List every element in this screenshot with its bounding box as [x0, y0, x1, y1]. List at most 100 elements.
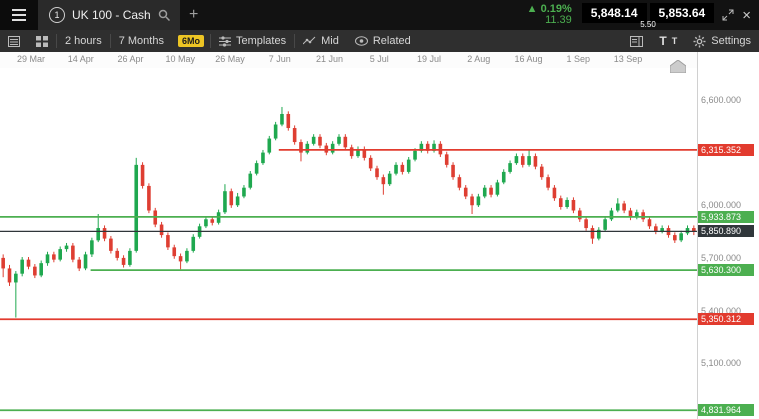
hamburger-icon [12, 9, 26, 21]
buy-button[interactable]: 5,853.64 [649, 3, 715, 23]
candle-body [204, 219, 208, 227]
window-controls: × [722, 8, 751, 23]
candle-body [514, 156, 519, 164]
candle-body [267, 138, 272, 153]
search-icon[interactable] [158, 9, 170, 21]
range-badge[interactable]: 6Mo [177, 35, 204, 47]
toolbar-divider [56, 34, 57, 48]
date-label: 1 Sep [566, 54, 591, 64]
candle-body [527, 156, 531, 165]
chart-toolbar: 2 hours 7 Months 6Mo Templates Mid Relat… [0, 30, 759, 52]
candle-body [229, 191, 234, 206]
candle-body [311, 136, 316, 144]
candle-body [533, 156, 538, 167]
candle-body [172, 247, 177, 257]
date-label: 16 Aug [514, 54, 543, 64]
up-arrow-icon: ▲ [526, 3, 538, 15]
candle-body [52, 254, 56, 260]
candle-body [584, 219, 588, 229]
instrument-title: UK 100 - Cash [72, 8, 151, 22]
candle-body [451, 164, 455, 178]
candle-body [39, 263, 43, 276]
related-button[interactable]: Related [347, 30, 419, 52]
date-label: 7 Jun [268, 54, 291, 64]
candle-body [305, 143, 310, 153]
sell-button[interactable]: 5,848.14 [581, 3, 647, 23]
candle-body [134, 164, 139, 251]
candle-body [387, 173, 392, 185]
mid-button[interactable]: Mid [295, 30, 347, 52]
candle-body [178, 256, 183, 262]
toolbar-divider [209, 34, 211, 48]
candle-body [20, 259, 24, 274]
candle-body [641, 212, 645, 220]
candle-body [685, 228, 690, 234]
price-level-label: 5,350.312 [698, 313, 754, 326]
candle-body [539, 166, 544, 178]
date-axis: 29 Mar 14 Apr 26 Apr 10 May 26 May 7 Jun 21 Ju… [0, 52, 697, 68]
templates-button[interactable]: Templates [211, 30, 294, 52]
candle-body [406, 159, 411, 172]
change-percent: 0.19% [540, 3, 572, 15]
candle-body [565, 199, 569, 207]
candle-body [273, 124, 278, 139]
candle-body [337, 136, 341, 144]
deal-prices: 5,848.14 5,853.64 5.50 [581, 0, 715, 30]
candle-body [343, 136, 348, 148]
candle-body [318, 136, 322, 146]
candle-body [622, 203, 626, 211]
candle-body [425, 143, 430, 151]
quote-list-button[interactable] [0, 30, 28, 52]
grid-layout-icon [36, 35, 48, 47]
price-level-label: 5,850.890 [698, 225, 754, 238]
menu-button[interactable] [0, 0, 39, 30]
toolbar-divider [109, 34, 111, 48]
candle-body [299, 142, 303, 153]
instrument-tab[interactable]: 1 UK 100 - Cash [39, 0, 180, 30]
interval-dropdown[interactable]: 2 hours [57, 30, 110, 52]
price-level-label: 5,630.300 [698, 264, 754, 277]
candle-body [166, 235, 170, 248]
candle-body [248, 173, 253, 188]
candle-body [679, 233, 683, 241]
candle-body [577, 210, 582, 220]
candle-body [223, 191, 227, 213]
expand-button[interactable] [722, 9, 734, 21]
period-dropdown[interactable]: 7 Months [111, 30, 172, 52]
close-button[interactable]: × [742, 6, 751, 24]
candle-body [109, 238, 113, 251]
date-label: 26 May [215, 54, 245, 64]
add-tab-button[interactable]: + [189, 6, 199, 23]
price-chart[interactable] [0, 68, 697, 419]
date-label: 10 May [165, 54, 195, 64]
candle-body [147, 185, 151, 211]
candle-body [102, 228, 107, 239]
candle-body [508, 163, 512, 172]
candle-body [26, 259, 31, 267]
candle-body [520, 156, 525, 165]
grid-layout-button[interactable] [28, 30, 56, 52]
candle-body [185, 250, 189, 262]
price-tick-label: 6,000.000 [701, 200, 742, 211]
price-change: ▲ 0.19% 11.39 [527, 4, 572, 26]
candle-body [413, 150, 417, 160]
templates-icon [218, 35, 231, 47]
price-tick-label: 5,100.000 [701, 358, 742, 369]
candle-body [628, 210, 633, 218]
candle-body [482, 187, 487, 197]
price-axis: 6,600.000 6,000.000 5,700.000 5,400.000 5,10… [697, 52, 759, 419]
settings-button[interactable]: Settings [685, 30, 759, 52]
candle-body [457, 177, 462, 188]
scroll-latest-button[interactable] [669, 59, 687, 78]
panel-button[interactable] [622, 30, 651, 52]
candle-body [7, 268, 12, 283]
date-label: 19 Jul [416, 54, 442, 64]
candle-body [280, 113, 284, 125]
related-icon [354, 36, 368, 46]
date-label: 13 Sep [613, 54, 643, 64]
top-bar: 1 UK 100 - Cash + ▲ 0.19% 11.39 5,848.14… [0, 0, 759, 30]
candle-body [546, 177, 550, 188]
candle-body [1, 257, 5, 269]
candle-body [210, 219, 215, 223]
